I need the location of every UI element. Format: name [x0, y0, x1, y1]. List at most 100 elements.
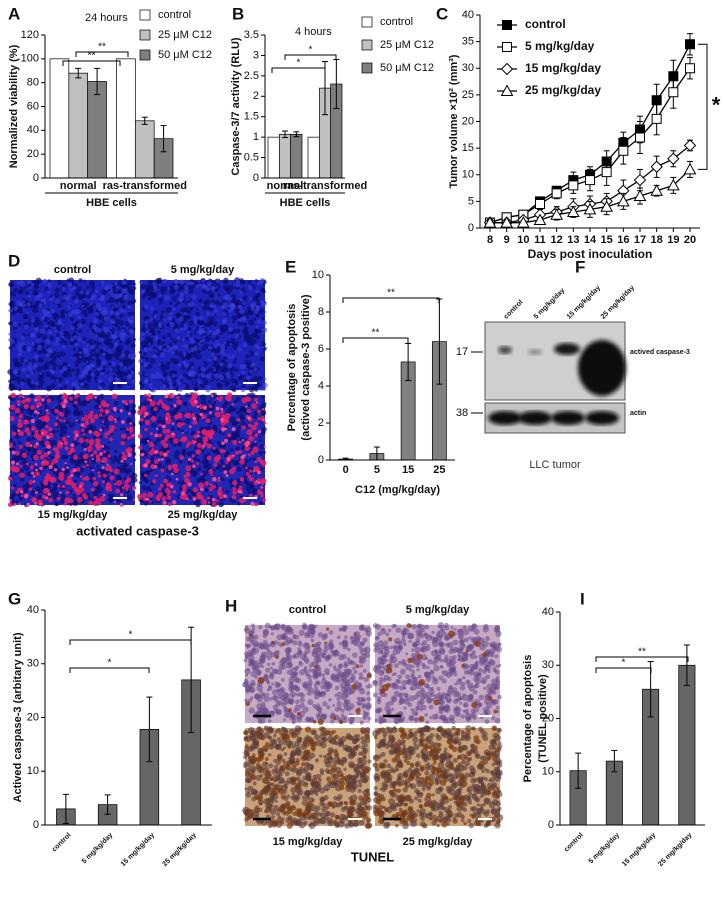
image-label: 15 mg/kg/day [38, 509, 109, 521]
cell [143, 415, 146, 418]
cell [171, 500, 177, 505]
cell [275, 623, 280, 628]
cell [196, 477, 203, 484]
cell [310, 638, 315, 643]
cell [41, 364, 48, 371]
cell [113, 335, 117, 339]
cell [246, 408, 252, 414]
cell [167, 502, 172, 507]
cell [386, 667, 393, 674]
cell [18, 445, 23, 449]
cell [442, 670, 449, 677]
cell [32, 474, 36, 478]
cell [59, 331, 64, 336]
cell [218, 486, 223, 491]
cell [266, 662, 271, 667]
cell [230, 432, 237, 439]
cell [99, 495, 106, 502]
cell [429, 635, 433, 639]
cell [116, 336, 121, 341]
cell [294, 634, 300, 640]
cell [255, 289, 259, 294]
cell [52, 313, 55, 317]
cell [211, 338, 215, 342]
cell [55, 501, 60, 506]
cell [408, 639, 412, 644]
cell [246, 429, 253, 436]
cell [83, 383, 90, 389]
cell [236, 421, 240, 425]
cell [227, 331, 231, 335]
cell [430, 686, 435, 691]
cell [322, 633, 329, 639]
cell [204, 481, 209, 486]
cell [193, 320, 198, 325]
cell [244, 654, 249, 659]
cell [46, 398, 52, 403]
cell [222, 414, 226, 418]
cell [169, 285, 173, 289]
cell [63, 399, 68, 404]
cell [72, 468, 77, 473]
x-tick-label: 5 mg/kg/day [81, 832, 115, 866]
cell [149, 497, 153, 501]
cell [477, 667, 483, 673]
cell [224, 341, 227, 345]
cell [87, 393, 94, 399]
cell [249, 633, 253, 638]
cell [200, 472, 204, 476]
cell [68, 423, 74, 429]
cell [145, 497, 148, 501]
cell [67, 410, 72, 415]
cell [172, 338, 178, 344]
cell [191, 365, 194, 369]
cell [160, 365, 167, 372]
cell [277, 683, 281, 687]
cell [355, 664, 360, 669]
cell [49, 297, 54, 302]
cell [235, 368, 239, 372]
cell [374, 718, 379, 722]
cell [367, 683, 373, 689]
cell [130, 329, 134, 333]
cell [173, 463, 178, 468]
cell [27, 346, 32, 352]
cell [448, 630, 455, 638]
cell [228, 327, 234, 333]
cell [32, 363, 38, 369]
cell [18, 503, 21, 506]
cell [65, 295, 71, 301]
cell [171, 422, 175, 425]
cell [205, 387, 211, 393]
cell [94, 376, 98, 381]
cell [86, 307, 90, 311]
cell [195, 449, 202, 455]
cell [440, 665, 444, 669]
cell [205, 418, 211, 424]
cell [140, 289, 146, 294]
cell [401, 661, 407, 667]
cell [132, 477, 138, 483]
cell [224, 294, 231, 301]
cell [247, 281, 251, 284]
cell [80, 423, 85, 428]
cell [269, 666, 273, 670]
cell [104, 467, 108, 471]
cell [312, 703, 316, 708]
cell [367, 716, 371, 721]
cell [186, 497, 189, 501]
cell [222, 361, 228, 367]
cell [140, 452, 144, 457]
cell [386, 682, 391, 688]
cell [326, 705, 331, 710]
cell [498, 663, 502, 667]
cell [354, 680, 359, 685]
cell [161, 496, 167, 502]
cell [372, 692, 378, 698]
chart-title: 4 hours [295, 26, 332, 38]
cell [204, 370, 209, 375]
cell [152, 353, 158, 359]
cell [107, 454, 112, 458]
cell [330, 712, 335, 717]
cell [79, 475, 83, 479]
